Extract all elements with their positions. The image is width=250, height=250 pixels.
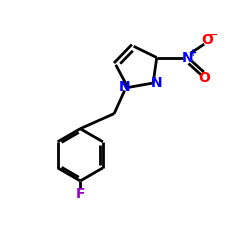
Text: N: N	[150, 76, 162, 90]
Text: N: N	[119, 80, 130, 94]
Text: N: N	[182, 50, 194, 64]
Text: O: O	[201, 33, 213, 47]
Text: +: +	[190, 48, 198, 58]
Text: −: −	[208, 30, 218, 40]
Text: F: F	[76, 187, 85, 201]
Text: O: O	[198, 71, 210, 85]
